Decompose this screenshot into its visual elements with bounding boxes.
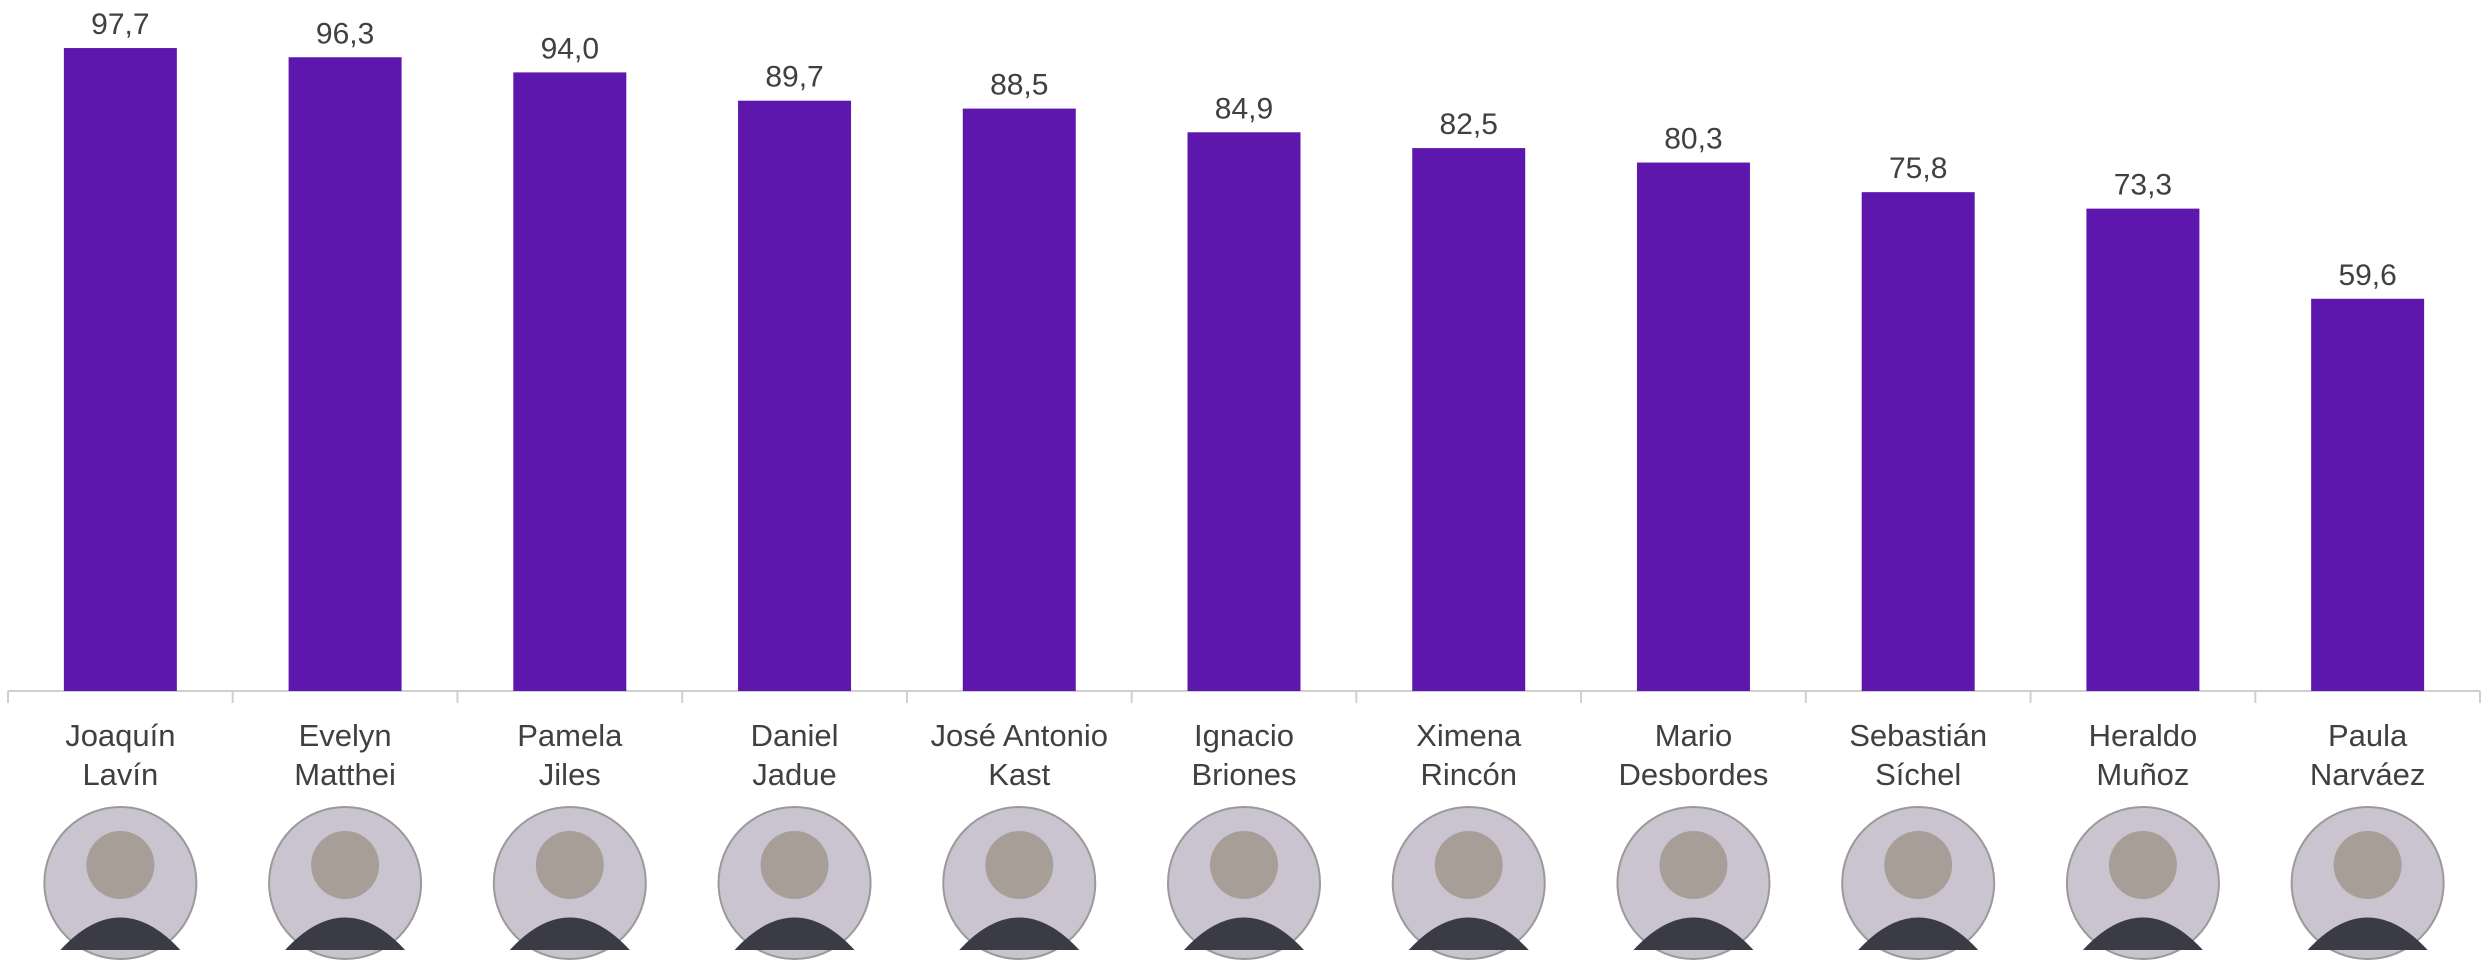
label-line: José Antonio bbox=[931, 718, 1109, 753]
value-label: 75,8 bbox=[1889, 152, 1947, 185]
bar bbox=[2086, 209, 2199, 691]
value-label: 80,3 bbox=[1664, 123, 1722, 156]
label-line: Evelyn bbox=[299, 718, 392, 753]
bar bbox=[1412, 148, 1525, 691]
label-line: Síchel bbox=[1875, 757, 1961, 792]
label-line: Jadue bbox=[752, 757, 836, 792]
page: {"chart_data": {"type": "bar", "categori… bbox=[0, 0, 2486, 962]
label-line: Lavín bbox=[82, 757, 158, 792]
x-tick-label: Evelyn Matthei bbox=[294, 718, 396, 792]
label-line: Paula bbox=[2328, 718, 2408, 753]
label-line: Matthei bbox=[294, 757, 396, 792]
value-label: 96,3 bbox=[316, 17, 374, 50]
x-tick-label: Joaquín Lavín bbox=[65, 718, 175, 792]
value-label: 88,5 bbox=[990, 69, 1048, 102]
label-line: Pamela bbox=[517, 718, 623, 753]
label-line: Kast bbox=[988, 757, 1050, 792]
x-tick-label: Heraldo Muñoz bbox=[2089, 718, 2198, 792]
value-label: 59,6 bbox=[2338, 259, 2396, 292]
label-line: Ximena bbox=[1416, 718, 1522, 753]
portrait-head bbox=[985, 831, 1053, 899]
portrait-head bbox=[311, 831, 379, 899]
portrait-head bbox=[2109, 831, 2177, 899]
portrait-head bbox=[2334, 831, 2402, 899]
bar bbox=[64, 48, 177, 691]
label-line: Desbordes bbox=[1618, 757, 1768, 792]
label-line: Briones bbox=[1191, 757, 1296, 792]
label-line: Mario bbox=[1655, 718, 1733, 753]
value-label: 89,7 bbox=[765, 61, 823, 94]
portrait-head bbox=[1659, 831, 1727, 899]
bar bbox=[738, 101, 851, 691]
bar bbox=[2311, 299, 2424, 691]
bar bbox=[1637, 163, 1750, 691]
label-line: Muñoz bbox=[2096, 757, 2189, 792]
value-label: 84,9 bbox=[1215, 92, 1273, 125]
x-tick-label: Ximena Rincón bbox=[1416, 718, 1522, 792]
x-tick-label: Pamela Jiles bbox=[517, 718, 623, 792]
label-line: Sebastián bbox=[1849, 718, 1987, 753]
x-tick-label: José Antonio Kast bbox=[931, 718, 1109, 792]
x-tick-label: Ignacio Briones bbox=[1191, 718, 1296, 792]
label-line: Rincón bbox=[1420, 757, 1517, 792]
value-label: 94,0 bbox=[541, 32, 599, 65]
label-line: Joaquín bbox=[65, 718, 175, 753]
portrait-head bbox=[1435, 831, 1503, 899]
bar bbox=[513, 72, 626, 691]
bar bbox=[1188, 132, 1301, 691]
value-label: 73,3 bbox=[2114, 169, 2172, 202]
bar bbox=[289, 57, 402, 691]
portrait-head bbox=[1210, 831, 1278, 899]
label-line: Jiles bbox=[539, 757, 601, 792]
label-line: Ignacio bbox=[1194, 718, 1294, 753]
portrait-head bbox=[536, 831, 604, 899]
x-tick-label: Mario Desbordes bbox=[1618, 718, 1768, 792]
value-label: 97,7 bbox=[91, 8, 149, 41]
x-tick-label: Paula Narváez bbox=[2310, 718, 2425, 792]
portrait-head bbox=[761, 831, 829, 899]
value-label: 82,5 bbox=[1440, 108, 1498, 141]
portrait-head bbox=[1884, 831, 1952, 899]
x-tick-label: Sebastián Síchel bbox=[1849, 718, 1987, 792]
label-line: Daniel bbox=[751, 718, 839, 753]
label-line: Narváez bbox=[2310, 757, 2425, 792]
bar bbox=[963, 109, 1076, 691]
x-tick-label: Daniel Jadue bbox=[751, 718, 839, 792]
portrait-head bbox=[86, 831, 154, 899]
chart: 97,7 Joaquín Lavín 96,3 Evelyn Matthei 94,0 Pam… bbox=[0, 0, 2486, 962]
bar bbox=[1862, 192, 1975, 691]
label-line: Heraldo bbox=[2089, 718, 2198, 753]
